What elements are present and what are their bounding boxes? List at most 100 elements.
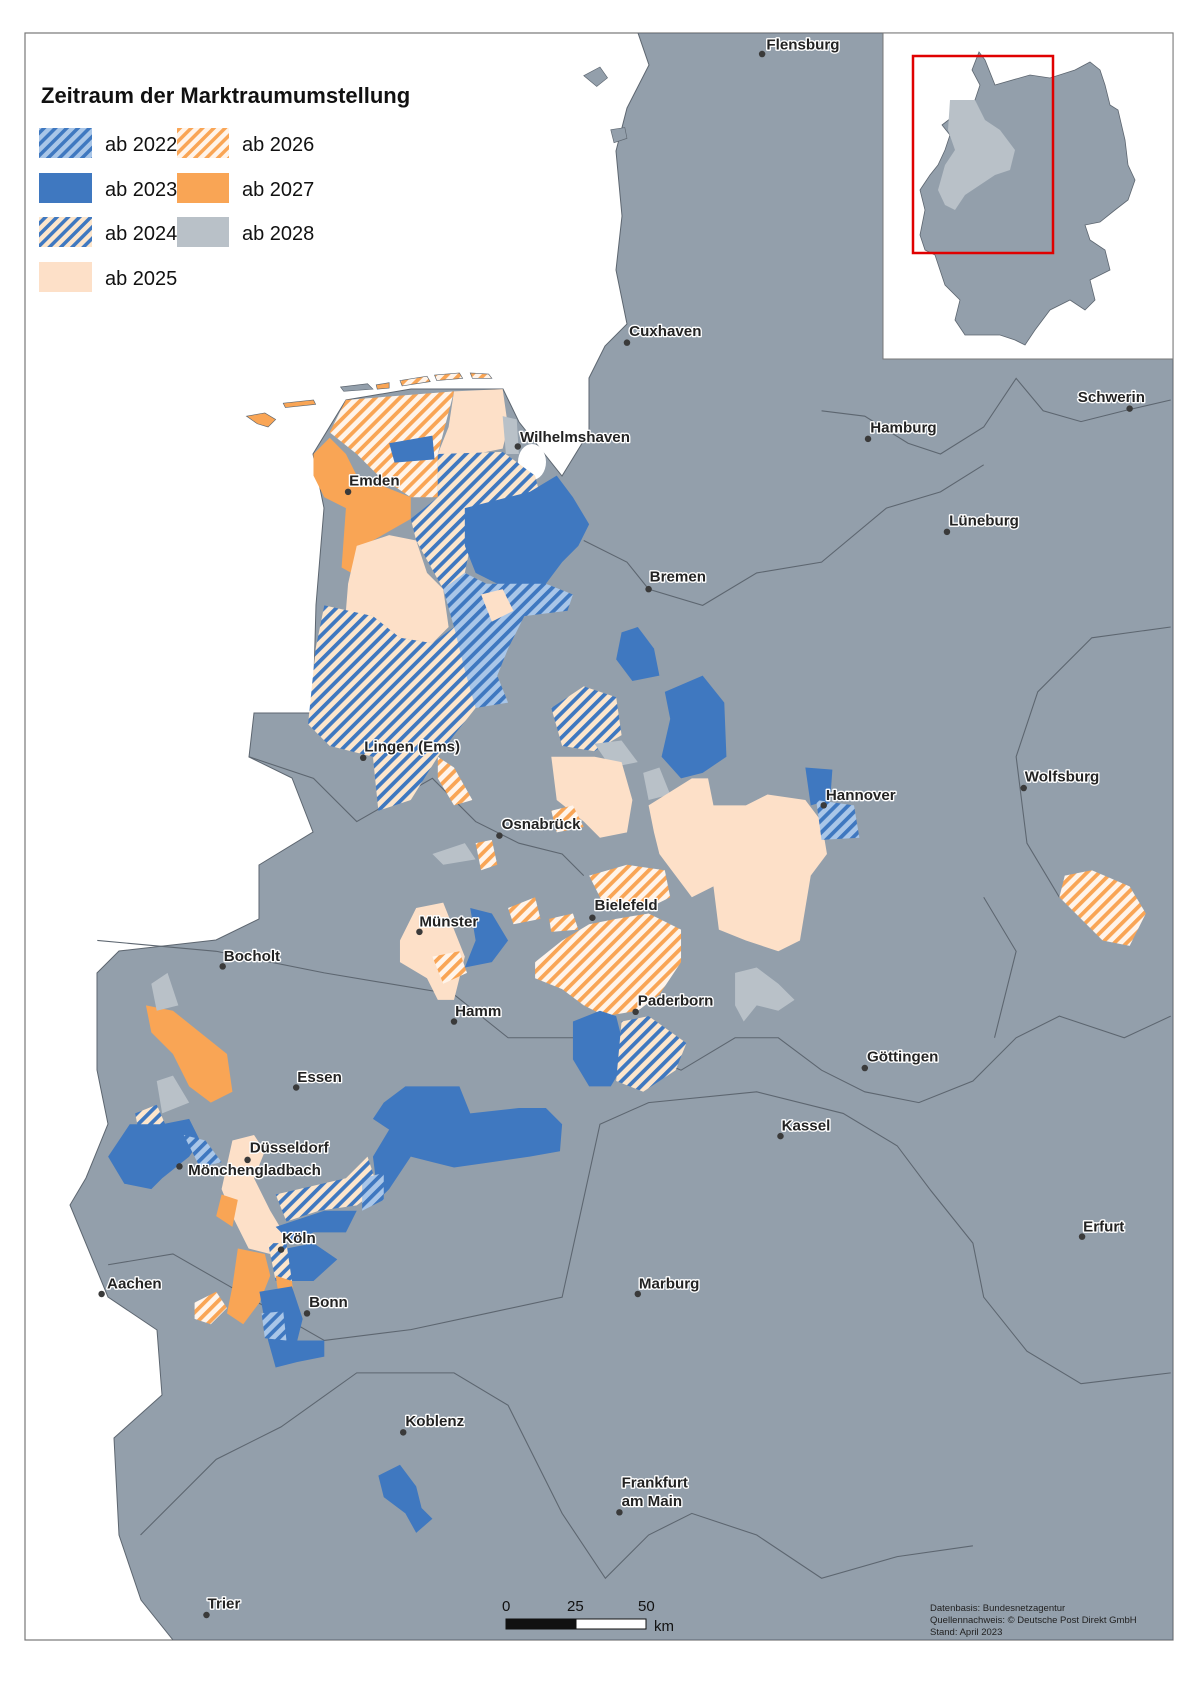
region-2026 bbox=[194, 1291, 228, 1325]
region-2026 bbox=[535, 913, 682, 1017]
region-2022 bbox=[816, 799, 860, 840]
source-line-2: Quellennachweis: © Deutsche Post Direkt … bbox=[930, 1615, 1137, 1626]
region-2025 bbox=[551, 756, 633, 838]
city-duesseldorf: Düsseldorf bbox=[250, 1139, 330, 1156]
region-2023 bbox=[259, 1286, 325, 1368]
region-2028 bbox=[502, 416, 519, 455]
legend-label-2026: ab 2026 bbox=[242, 134, 314, 156]
legend-label-2023: ab 2023 bbox=[105, 179, 177, 201]
city-bocholt: Bocholt bbox=[224, 948, 280, 965]
city-bremen: Bremen bbox=[650, 569, 706, 586]
region-2023 bbox=[661, 675, 727, 779]
region-2022 bbox=[362, 1172, 384, 1211]
legend-swatch-2024 bbox=[39, 217, 92, 247]
region-2026 bbox=[551, 805, 584, 833]
legend-swatch-2026 bbox=[177, 128, 229, 158]
region-2024 bbox=[308, 605, 476, 811]
legend-label-2028: ab 2028 bbox=[242, 223, 314, 245]
legend-label-2027: ab 2027 bbox=[242, 179, 314, 201]
conversion-regions bbox=[108, 389, 1146, 1533]
region-2023 bbox=[108, 1118, 200, 1190]
inset-affected-area bbox=[938, 100, 1015, 210]
city-moenchengladbach: Mönchengladbach bbox=[188, 1162, 321, 1179]
city-kassel: Kassel bbox=[782, 1118, 831, 1135]
legend-label-2022: ab 2022 bbox=[105, 134, 177, 156]
region-2025 bbox=[648, 778, 827, 952]
city-dot bbox=[758, 50, 766, 58]
city-hannover: Hannover bbox=[826, 787, 896, 804]
region-2024 bbox=[616, 1016, 687, 1092]
region-2023 bbox=[805, 767, 833, 806]
region-2024 bbox=[268, 1243, 292, 1281]
city-frankfurt: Frankfurt bbox=[622, 1474, 688, 1491]
region-2028 bbox=[594, 740, 638, 768]
legend-label-2025: ab 2025 bbox=[105, 268, 177, 290]
region-2023 bbox=[464, 908, 509, 968]
region-2026 bbox=[589, 864, 671, 909]
city-osnabrueck: Osnabrück bbox=[502, 816, 582, 833]
city-wilhelmshaven: Wilhelmshaven bbox=[520, 429, 630, 446]
region-2022 bbox=[443, 572, 573, 709]
region-2028 bbox=[432, 843, 476, 865]
scale-tick-25: 25 bbox=[567, 1598, 584, 1615]
scale-tick-0: 0 bbox=[502, 1598, 510, 1615]
city-schwerin: Schwerin bbox=[1078, 389, 1145, 406]
legend-swatch-2028 bbox=[177, 217, 229, 247]
region-2022 bbox=[261, 1311, 287, 1341]
islands bbox=[245, 66, 628, 428]
region-2026 bbox=[549, 913, 579, 932]
region-2024 bbox=[410, 451, 541, 590]
region-2023 bbox=[372, 1086, 563, 1200]
region-2023 bbox=[378, 1464, 433, 1533]
region-2024 bbox=[275, 1156, 379, 1222]
region-2027 bbox=[313, 437, 411, 573]
source-note: Datenbasis: Bundesnetzagentur Quellennac… bbox=[930, 1603, 1137, 1638]
region-2023 bbox=[286, 1243, 338, 1281]
overview-inset bbox=[882, 33, 1173, 360]
city-flensburg: Flensburg bbox=[766, 37, 839, 54]
city-wolfsburg: Wolfsburg bbox=[1025, 769, 1100, 786]
region-2023 bbox=[464, 475, 590, 590]
city-muenster: Münster bbox=[419, 913, 478, 930]
region-2028 bbox=[735, 967, 795, 1022]
region-2025 bbox=[437, 389, 509, 455]
city-bielefeld: Bielefeld bbox=[595, 897, 658, 914]
region-2025 bbox=[221, 1135, 287, 1254]
source-line-1: Datenbasis: Bundesnetzagentur bbox=[930, 1603, 1065, 1614]
region-2023 bbox=[389, 435, 435, 463]
city-hamburg: Hamburg bbox=[870, 419, 936, 436]
region-2026 bbox=[432, 951, 467, 984]
region-2026 bbox=[475, 839, 498, 871]
legend-title: Zeitraum der Marktraumumstellung bbox=[41, 83, 410, 108]
legend-label-2024: ab 2024 bbox=[105, 223, 177, 245]
region-2023 bbox=[275, 1210, 357, 1244]
scale-tick-50: 50 bbox=[638, 1598, 655, 1615]
inset-extent-frame bbox=[911, 54, 1055, 255]
city-emden: Emden bbox=[349, 472, 399, 489]
city-koblenz: Koblenz bbox=[405, 1413, 464, 1430]
region-2028 bbox=[643, 767, 671, 800]
region-2026 bbox=[437, 756, 473, 806]
city-frankfurt-line2: am Main bbox=[622, 1493, 683, 1510]
region-2025 bbox=[345, 535, 449, 644]
city-koeln: Köln bbox=[282, 1230, 316, 1247]
scale-bar: 0 25 50 km bbox=[502, 1598, 674, 1635]
region-2026 bbox=[1059, 870, 1146, 946]
scale-unit: km bbox=[654, 1618, 674, 1635]
region-2023 bbox=[572, 1010, 627, 1087]
legend-swatch-2027 bbox=[177, 173, 229, 203]
region-2028 bbox=[151, 972, 179, 1011]
city-aachen: Aachen bbox=[107, 1276, 162, 1293]
region-2028 bbox=[156, 1075, 190, 1114]
region-2026 bbox=[508, 897, 541, 925]
region-2027 bbox=[145, 1005, 233, 1103]
city-hamm: Hamm bbox=[455, 1003, 501, 1020]
region-2027 bbox=[216, 1194, 238, 1227]
region-2025 bbox=[481, 589, 514, 622]
region-2027 bbox=[227, 1248, 271, 1325]
city-lingen: Lingen (Ems) bbox=[364, 738, 460, 755]
city-essen: Essen bbox=[297, 1069, 342, 1086]
city-marburg: Marburg bbox=[639, 1276, 700, 1293]
region-2024 bbox=[551, 686, 622, 752]
